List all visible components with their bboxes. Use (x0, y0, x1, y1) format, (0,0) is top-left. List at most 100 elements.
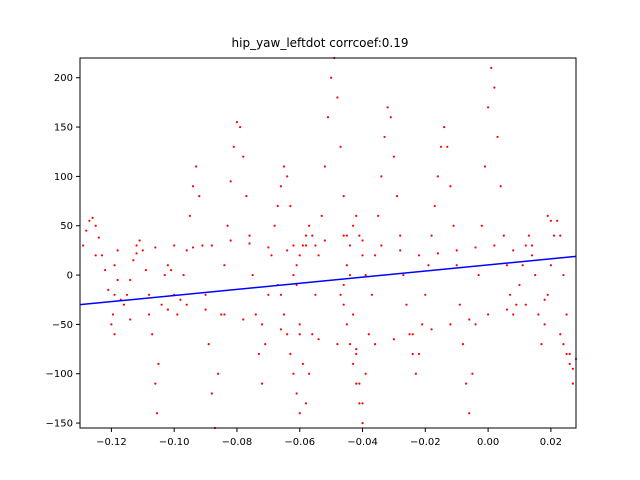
scatter-point (229, 180, 232, 183)
scatter-point (116, 249, 119, 252)
scatter-point (446, 145, 449, 148)
scatter-point (348, 244, 352, 247)
scatter-point (468, 412, 471, 415)
scatter-point (185, 303, 188, 306)
chart-title: hip_yaw_leftdot corrcoef:0.19 (232, 36, 409, 50)
scatter-point (113, 293, 116, 296)
scatter-point (436, 175, 439, 178)
scatter-point (157, 362, 160, 365)
scatter-point (163, 273, 166, 277)
scatter-point (364, 372, 367, 375)
scatter-point (417, 254, 421, 257)
y-tick-label: 150 (54, 123, 73, 134)
scatter-point (339, 145, 342, 148)
scatter-point (562, 343, 565, 346)
scatter-point (257, 352, 261, 356)
scatter-point (295, 392, 298, 395)
scatter-point (534, 273, 537, 277)
scatter-point (468, 318, 471, 321)
scatter-point (342, 195, 345, 198)
scatter-point (166, 308, 169, 311)
x-tick-label: −0.06 (284, 437, 315, 448)
scatter-point (129, 318, 132, 321)
scatter-point (361, 254, 364, 257)
x-tick-label: −0.02 (410, 437, 441, 448)
scatter-point (248, 234, 251, 237)
scatter-point (515, 303, 518, 306)
scatter-point (311, 234, 314, 237)
scatter-point (559, 234, 562, 237)
scatter-point (537, 313, 540, 316)
y-tick-label: −50 (52, 320, 73, 331)
scatter-point (138, 239, 141, 242)
scatter-point (298, 412, 301, 415)
scatter-point (512, 249, 515, 252)
scatter-point (113, 333, 116, 336)
scatter-point (518, 283, 521, 287)
y-tick-label: −100 (46, 369, 73, 380)
scatter-point (144, 269, 148, 272)
scatter-point (546, 293, 549, 296)
scatter-point (512, 313, 515, 316)
scatter-point (132, 259, 135, 262)
scatter-point (342, 303, 345, 306)
scatter-point (524, 303, 527, 306)
scatter-point (345, 234, 348, 237)
scatter-point (320, 214, 323, 217)
scatter-point (386, 106, 389, 109)
scatter-point (546, 214, 549, 217)
scatter-point (195, 165, 198, 168)
x-tick-label: −0.12 (96, 437, 127, 448)
scatter-point (179, 298, 182, 301)
scatter-point (279, 293, 283, 296)
scatter-point (455, 264, 458, 267)
scatter-point (82, 244, 85, 247)
scatter-point (330, 76, 333, 79)
scatter-point (254, 313, 257, 316)
scatter-point (556, 219, 559, 222)
scatter-point (94, 254, 97, 257)
scatter-point (389, 116, 392, 119)
scatter-point (292, 273, 295, 277)
scatter-point (147, 293, 151, 296)
scatter-point (342, 283, 345, 287)
scatter-point (408, 333, 411, 336)
scatter-point (185, 249, 188, 252)
scatter-point (279, 328, 283, 331)
scatter-point (314, 244, 317, 247)
scatter-point (411, 333, 414, 336)
scatter-point (276, 204, 279, 208)
scatter-point (383, 135, 386, 139)
scatter-point (107, 288, 110, 291)
scatter-point (414, 372, 417, 375)
scatter-point (308, 224, 311, 227)
scatter-point (301, 362, 304, 365)
scatter-point (135, 252, 138, 255)
scatter-point (377, 214, 380, 217)
scatter-point (568, 352, 571, 356)
scatter-point (465, 382, 468, 385)
x-axis-ticks: −0.12 −0.10 −0.08 −0.06 −0.04 −0.02 0.00 0.02 (96, 428, 562, 448)
scatter-point (559, 333, 562, 336)
scatter-point (477, 273, 480, 277)
scatter-point (405, 303, 408, 306)
scatter-point (286, 175, 289, 178)
scatter-point (493, 244, 496, 247)
scatter-point (248, 242, 251, 245)
scatter-point (217, 372, 220, 375)
scatter-point (392, 338, 396, 341)
scatter-point (223, 264, 226, 267)
scatter-point (342, 234, 345, 237)
scatter-point (345, 323, 348, 326)
scatter-point (155, 412, 159, 415)
scatter-point (260, 382, 264, 385)
scatter-point (323, 239, 326, 242)
scatter-point (352, 224, 355, 227)
scatter-point (361, 402, 364, 405)
scatter-point (239, 125, 242, 129)
scatter-point (289, 204, 292, 208)
scatter-point (301, 244, 304, 247)
scatter-point (292, 244, 295, 247)
scatter-point (125, 293, 129, 296)
